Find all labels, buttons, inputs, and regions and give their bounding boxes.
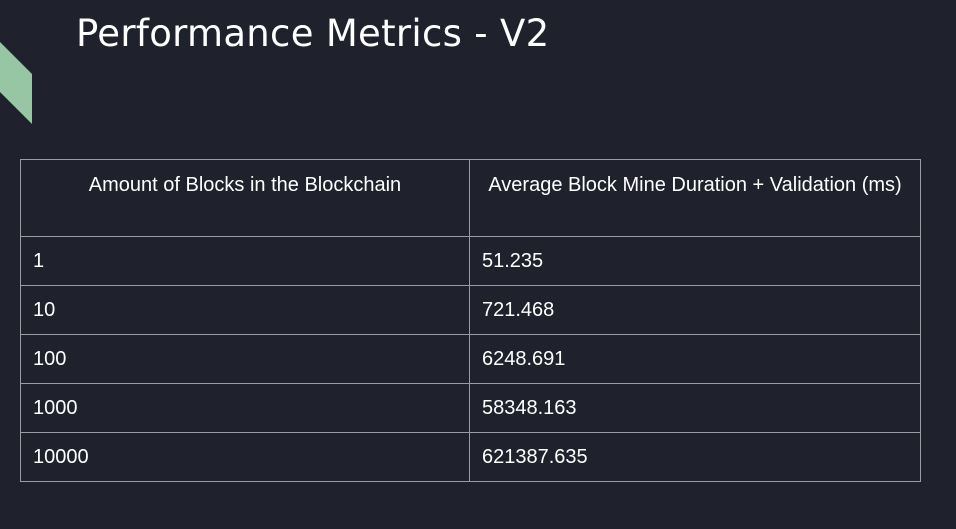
cell-average-duration: 721.468 bbox=[469, 285, 921, 335]
table-row: 100 6248.691 bbox=[20, 334, 921, 384]
cell-average-duration: 51.235 bbox=[469, 236, 921, 286]
cell-block-amount: 10000 bbox=[20, 432, 470, 482]
cell-block-amount: 1000 bbox=[20, 383, 470, 433]
table-row: 1000 58348.163 bbox=[20, 383, 921, 433]
performance-metrics-table: Amount of Blocks in the Blockchain Avera… bbox=[20, 159, 921, 482]
cell-average-duration: 6248.691 bbox=[469, 334, 921, 384]
table-row: 1 51.235 bbox=[20, 236, 921, 286]
cell-block-amount: 10 bbox=[20, 285, 470, 335]
table-header-row: Amount of Blocks in the Blockchain Avera… bbox=[20, 159, 921, 237]
cell-block-amount: 1 bbox=[20, 236, 470, 286]
slide-title: Performance Metrics - V2 bbox=[76, 12, 550, 55]
table-row: 10000 621387.635 bbox=[20, 432, 921, 482]
cell-average-duration: 58348.163 bbox=[469, 383, 921, 433]
cell-block-amount: 100 bbox=[20, 334, 470, 384]
header-block-amount: Amount of Blocks in the Blockchain bbox=[20, 159, 470, 237]
table-row: 10 721.468 bbox=[20, 285, 921, 335]
cell-average-duration: 621387.635 bbox=[469, 432, 921, 482]
decorative-accent-shape bbox=[0, 42, 32, 124]
header-average-duration: Average Block Mine Duration + Validation… bbox=[469, 159, 921, 237]
